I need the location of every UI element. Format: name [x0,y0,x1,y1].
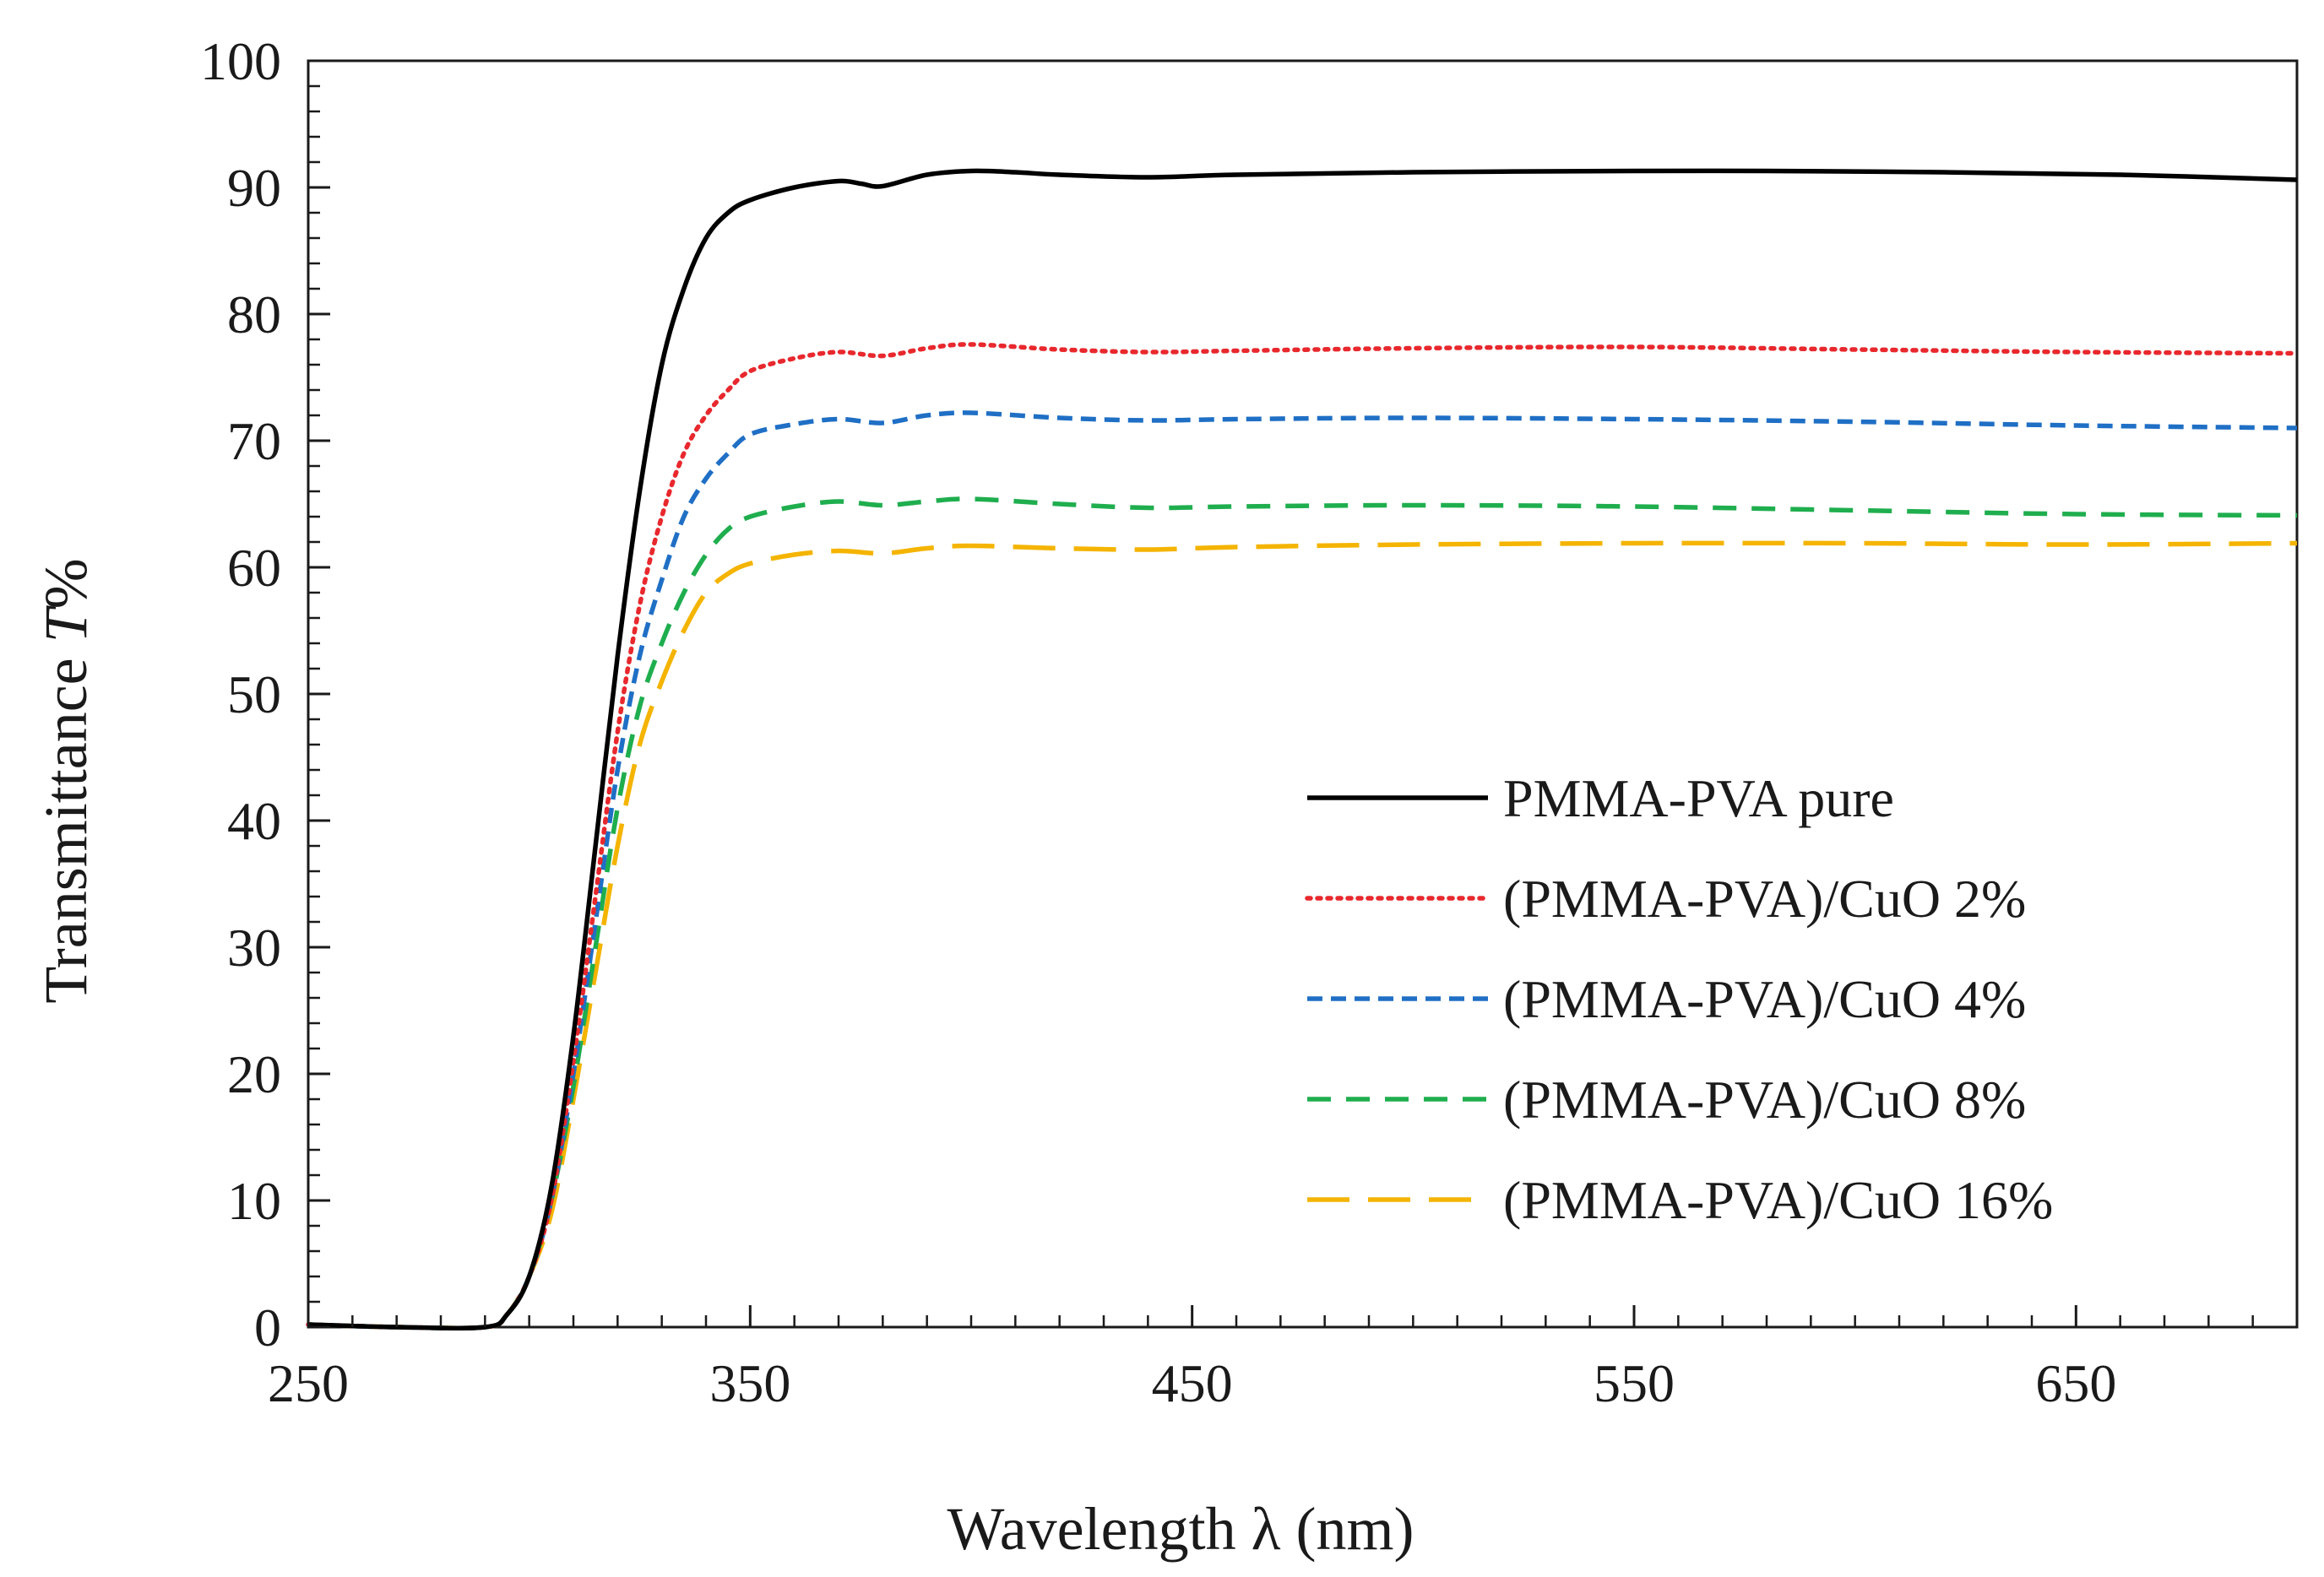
y-tick-label: 20 [227,1044,281,1104]
series-line-1 [307,168,2298,1330]
legend-label-1: PMMA-PVA pure [1503,768,1894,828]
y-axis-title-italic: T [32,604,100,642]
legend-label-4: (PMMA-PVA)/CuO 8% [1503,1070,2026,1130]
legend: PMMA-PVA pure (PMMA-PVA)/CuO 2% (PMMA-PVA)… [1305,768,2053,1230]
series-line-2 [306,342,2300,1330]
y-axis-title-main: Transmittance [32,642,100,1003]
legend-label-3: (PMMA-PVA)/CuO 4% [1503,969,2026,1029]
x-tick-label: 250 [268,1353,349,1413]
y-tick-label: 60 [227,538,281,598]
tick-layer: 0 10 20 30 40 50 60 70 80 90 100 250 350 450 550 650 [200,31,2299,1413]
y-tick-label: 10 [227,1171,281,1231]
plot-frame-layer [307,59,2299,1329]
y-tick-label: 80 [227,285,281,344]
y-tick-label: 50 [227,664,281,724]
y-tick-label: 100 [200,31,281,91]
y-tick-label: 70 [227,411,281,471]
y-tick-label: 30 [227,918,281,978]
x-tick-label: 350 [709,1353,790,1413]
y-tick-label: 0 [254,1298,281,1358]
x-axis-title: Wavelength λ (nm) [948,1495,1414,1563]
x-tick-label: 450 [1152,1353,1233,1413]
series-line-5 [307,540,2298,1330]
y-tick-label: 40 [227,791,281,851]
plot-frame [307,59,2299,1329]
legend-label-2: (PMMA-PVA)/CuO 2% [1503,869,2026,929]
y-tick-label: 90 [227,158,281,218]
legend-label-5: (PMMA-PVA)/CuO 16% [1503,1170,2053,1230]
x-tick-label: 550 [1594,1353,1675,1413]
y-axis-title: Transmittance T% [32,558,100,1003]
y-axis-title-suffix: % [32,558,100,609]
series-layer [306,168,2300,1330]
x-tick-label: 650 [2035,1353,2116,1413]
